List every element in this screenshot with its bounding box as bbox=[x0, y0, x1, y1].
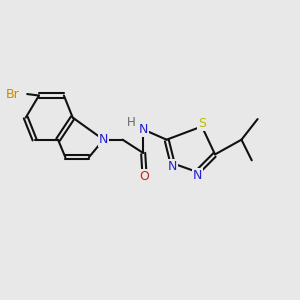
Text: N: N bbox=[168, 160, 177, 173]
Text: O: O bbox=[140, 170, 149, 183]
Text: N: N bbox=[99, 133, 108, 146]
Text: H: H bbox=[127, 116, 136, 128]
Text: Br: Br bbox=[6, 88, 20, 100]
Text: S: S bbox=[198, 117, 206, 130]
Text: N: N bbox=[193, 169, 202, 182]
Text: N: N bbox=[139, 123, 148, 136]
